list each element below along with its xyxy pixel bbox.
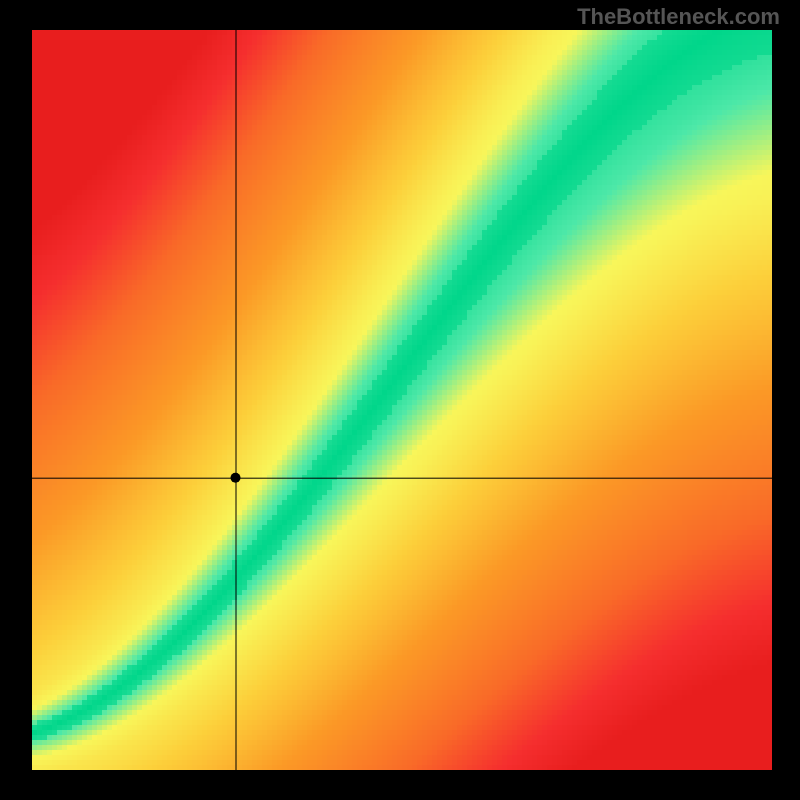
heatmap-canvas bbox=[32, 30, 772, 770]
chart-container: TheBottleneck.com bbox=[0, 0, 800, 800]
plot-area bbox=[32, 30, 772, 770]
watermark: TheBottleneck.com bbox=[577, 4, 780, 30]
